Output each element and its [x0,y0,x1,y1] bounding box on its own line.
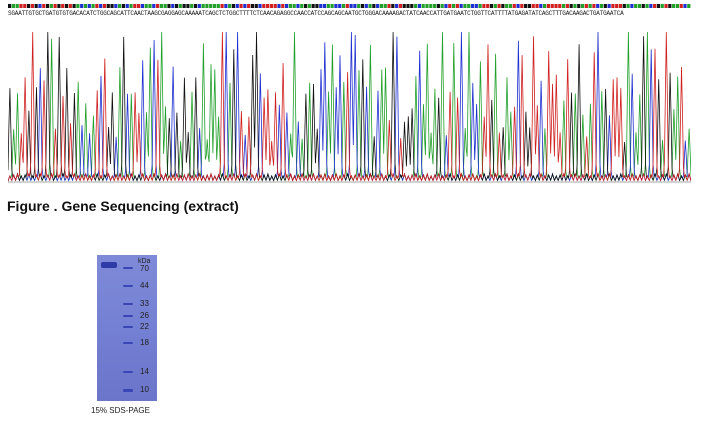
marker-70: 70 [140,264,149,273]
sequence-text: SGAATTGTGCTGATGTGTGACACATCTGGCAGCATTCAAC… [8,10,624,17]
marker-10: 10 [140,385,149,394]
gel-caption: 15% SDS-PAGE [91,406,150,415]
trace-T [8,31,691,182]
marker-33: 33 [140,299,149,308]
base-color-strip [8,4,691,8]
kda-unit-label: kDa [138,258,151,265]
sds-page-gel [97,255,157,405]
marker-44: 44 [140,281,149,290]
marker-18: 18 [140,338,149,347]
ladder-band-22 [123,326,133,328]
ladder-band-26 [123,315,133,317]
protein-band [101,262,117,268]
ladder-band-18 [123,342,133,344]
marker-22: 22 [140,322,149,331]
trace-G [8,31,691,182]
ladder-band-44 [123,285,133,287]
chromatogram-trace [8,4,691,184]
gel-image [97,255,157,401]
ladder-band-70 [123,267,133,269]
figure-caption: Figure . Gene Sequencing (extract) [7,198,239,214]
marker-26: 26 [140,311,149,320]
ladder-band-10 [123,389,133,392]
ladder-band-33 [123,303,133,305]
marker-14: 14 [140,367,149,376]
chromatogram-svg [8,4,691,183]
ladder-band-14 [123,371,133,373]
